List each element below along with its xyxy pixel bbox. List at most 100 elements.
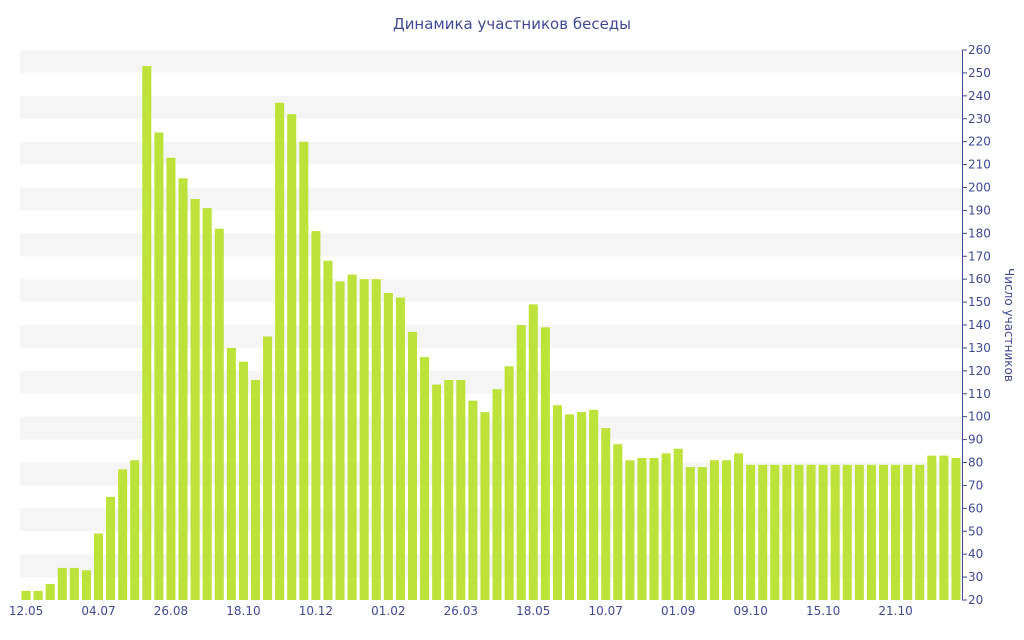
grid-band [20,50,962,73]
bar [178,178,188,600]
y-tick-label: 250 [968,66,991,80]
grid-band [20,233,962,257]
bar [939,455,949,601]
bar [323,260,333,600]
y-tick-label: 120 [968,364,991,378]
grid-bands [20,50,962,578]
bar [21,590,31,600]
bar [287,114,297,601]
y-tick-label: 110 [968,387,991,401]
x-axis-ticks: 12.05 04.07 26.08 18.10 10.12 01.02 26.03 18.05… [9,604,913,618]
bar [275,102,285,601]
y-tick-label: 80 [968,456,983,470]
bar [842,464,852,600]
bar [347,274,357,600]
bar [818,464,828,600]
bar [311,231,321,601]
y-tick-label: 200 [968,181,991,195]
bar [721,460,732,600]
y-tick-label: 240 [968,89,991,103]
y-tick-label: 230 [968,112,991,126]
bar [673,448,683,600]
bar-series [21,66,961,601]
y-tick-label: 60 [968,501,983,515]
bar [685,467,695,600]
bar [866,464,876,600]
bar [118,469,128,601]
x-tick-label: 18.10 [226,604,260,618]
bar [480,412,490,600]
bar [613,444,623,600]
bar [359,279,369,600]
bar [516,325,526,600]
bar [661,453,671,600]
bar [226,347,236,600]
bar [649,457,659,600]
bar [45,583,55,600]
x-tick-label: 10.12 [299,604,333,618]
y-tick-label: 100 [968,410,991,424]
x-tick-label: 21.10 [878,604,912,618]
grid-band [20,279,962,303]
y-tick-label: 50 [968,524,983,538]
bar [202,208,212,601]
y-tick-label: 160 [968,272,991,286]
y-tick-label: 70 [968,478,983,492]
bar [878,464,889,600]
x-tick-label: 15.10 [806,604,840,618]
y-tick-label: 90 [968,433,983,447]
bar [601,428,611,601]
bar [504,366,514,600]
x-tick-label: 01.09 [661,604,695,618]
x-tick-label: 04.07 [81,604,115,618]
x-tick-label: 10.07 [589,604,623,618]
bar [927,455,937,601]
bar [420,357,430,600]
chart-title: Динамика участников беседы [393,15,631,33]
bar [577,412,587,600]
y-tick-label: 170 [968,249,991,263]
bar [951,457,961,600]
bar [250,380,261,600]
bar [528,304,538,601]
bar [830,464,840,600]
x-tick-label: 09.10 [733,604,767,618]
y-axis-ticks: 20 30 40 50 60 70 80 90 100 110 120 130 140 150 160 170… [962,43,991,607]
bar [130,460,140,600]
bar [444,380,454,600]
bar [564,414,575,601]
bar [782,464,792,600]
y-tick-label: 150 [968,295,991,309]
grid-band [20,95,962,119]
x-tick-label: 26.03 [444,604,478,618]
bar [915,464,925,600]
y-tick-label: 130 [968,341,991,355]
bar [154,132,164,600]
bar [214,228,224,600]
bar [371,279,381,600]
y-tick-label: 140 [968,318,991,332]
bar [794,464,804,600]
y-tick-label: 220 [968,135,991,149]
bar [637,457,647,600]
bar [758,464,768,600]
bar [468,400,478,601]
bar [238,361,248,600]
y-tick-label: 40 [968,547,983,561]
bar [903,464,913,600]
bar [456,380,466,600]
bar [540,327,550,600]
x-tick-label: 12.05 [9,604,43,618]
y-tick-label: 210 [968,158,991,172]
grid-band [20,187,962,211]
grid-band [20,325,962,348]
bar [589,409,599,600]
bar [383,292,393,600]
bar [709,460,719,600]
bar [891,464,901,600]
bar [69,567,79,600]
bar [335,281,345,600]
x-tick-label: 26.08 [154,604,188,618]
y-tick-label: 20 [968,593,983,607]
y-tick-label: 190 [968,203,991,217]
